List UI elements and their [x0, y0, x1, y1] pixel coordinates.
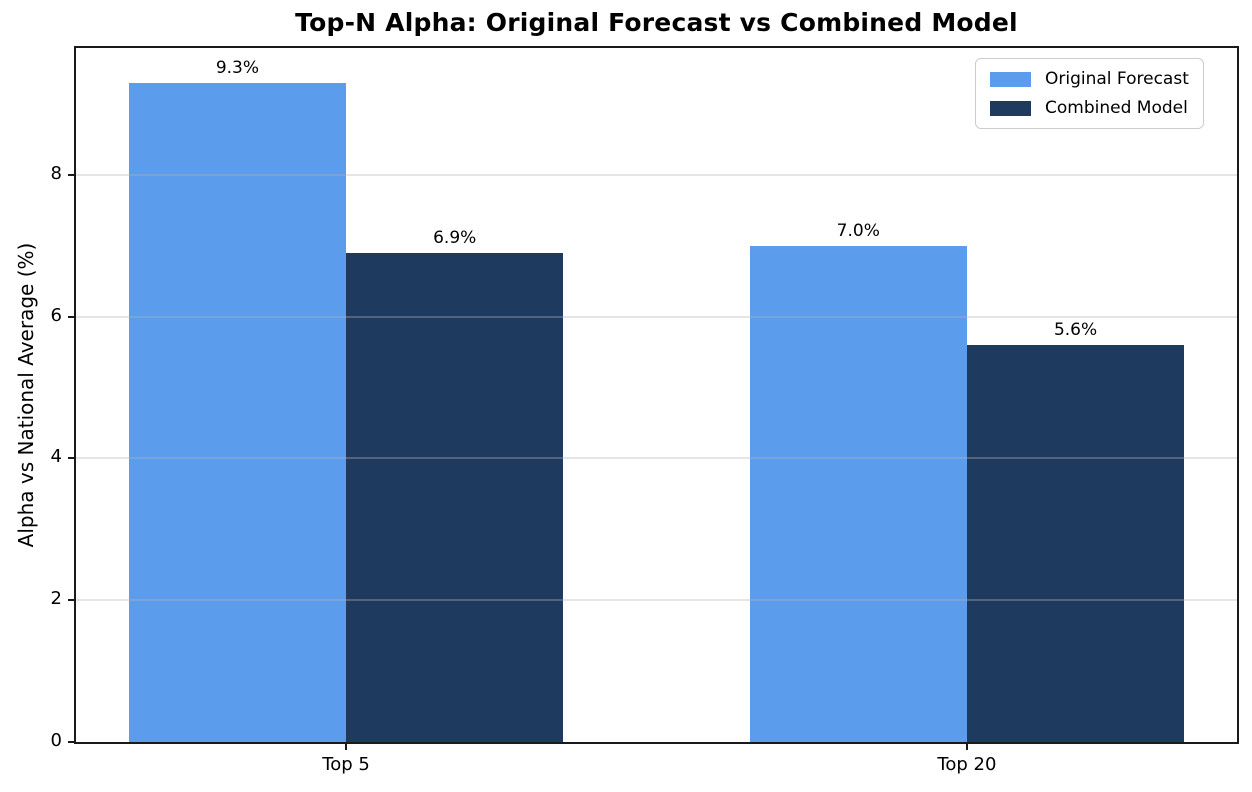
legend-label: Combined Model — [1045, 98, 1188, 118]
bar-value-label-1-1: 5.6% — [1053, 320, 1098, 341]
bar-top-5-1 — [346, 252, 564, 742]
y-tick-label-8: 8 — [50, 162, 62, 184]
legend-label: Original Forecast — [1045, 69, 1189, 89]
y-tick-label-6: 6 — [50, 304, 62, 326]
legend: Original Forecast Combined Model — [975, 58, 1204, 129]
y-tick-0 — [68, 741, 76, 743]
x-tick-label-1: Top 20 — [937, 754, 997, 775]
bar-value-label-0-0: 9.3% — [215, 57, 260, 78]
bar-value-label-0-1: 6.9% — [433, 227, 477, 248]
x-tick-1 — [965, 742, 968, 750]
legend-swatch-icon — [990, 71, 1031, 87]
legend-item-1: Combined Model — [990, 98, 1189, 118]
y-tick-label-2: 2 — [50, 588, 62, 610]
y-tick-6 — [68, 315, 76, 318]
y-tick-8 — [68, 173, 76, 176]
chart-title: Top-N Alpha: Original Forecast vs Combin… — [295, 8, 1018, 37]
legend-item-0: Original Forecast — [990, 69, 1189, 89]
bar-value-label-1-0: 7.0% — [836, 220, 880, 241]
gridline-y-4 — [76, 457, 1237, 460]
bar-top-20-1 — [966, 345, 1185, 742]
gridline-y-8 — [76, 173, 1237, 176]
gridline-y-6 — [76, 315, 1237, 318]
bar-top-20-0 — [749, 245, 967, 742]
bar-top-5-0 — [128, 82, 347, 742]
y-tick-label-4: 4 — [50, 446, 62, 468]
y-tick-4 — [68, 457, 76, 460]
legend-swatch-icon — [990, 100, 1031, 116]
x-tick-label-0: Top 5 — [322, 754, 370, 775]
y-tick-2 — [68, 599, 76, 602]
x-tick-0 — [345, 742, 348, 750]
gridline-y-2 — [76, 599, 1237, 602]
y-tick-label-0: 0 — [50, 730, 62, 751]
